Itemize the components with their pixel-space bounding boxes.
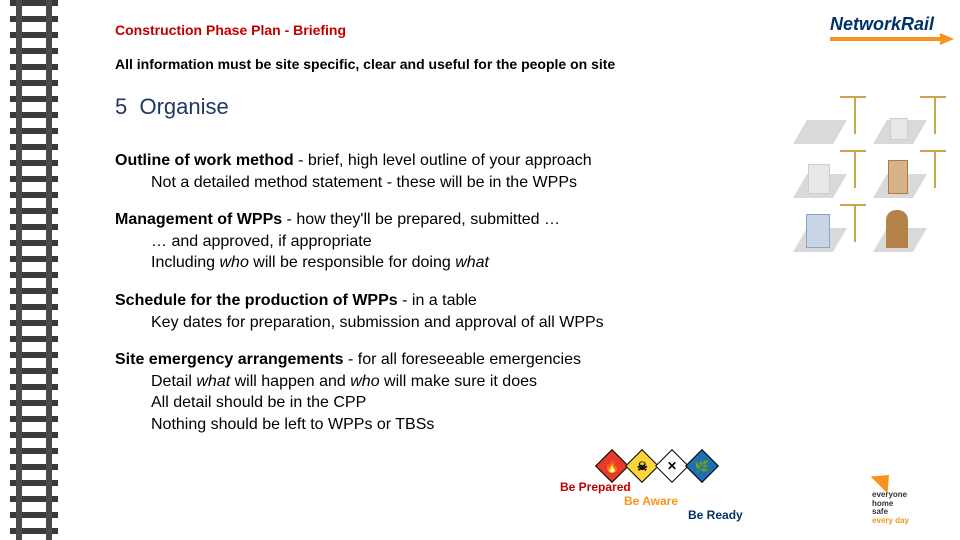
stage-icon-2 — [880, 100, 932, 144]
be-prepared-block: 🔥 ☠ ✕ 🌿 Be Prepared Be Aware Be Ready — [560, 454, 840, 522]
construction-stages-graphic — [800, 100, 940, 252]
bullet-site-emergency: Site emergency arrangements - for all fo… — [115, 349, 775, 435]
everyone-home-safe-logo: everyone home safe every day — [872, 473, 942, 526]
stage-icon-5 — [800, 208, 852, 252]
hazard-icons-row: 🔥 ☠ ✕ 🌿 — [600, 454, 840, 478]
b1-rest: - brief, high level outline of your appr… — [294, 152, 592, 169]
b4-sub1: Detail what will happen and who will mak… — [151, 371, 775, 393]
railway-track-decoration — [10, 0, 58, 540]
stage-icon-1 — [800, 100, 852, 144]
logo-word-network: Network — [830, 14, 901, 34]
be-ready-text: Be Ready — [688, 508, 840, 522]
bullet-outline-work-method: Outline of work method - brief, high lev… — [115, 150, 775, 193]
ehs-line4: every day — [872, 517, 942, 526]
b4-lead: Site emergency arrangements — [115, 351, 344, 368]
be-aware-text: Be Aware — [624, 494, 840, 508]
stage-icon-6 — [880, 208, 932, 252]
stage-icon-3 — [800, 154, 852, 198]
b1-lead: Outline of work method — [115, 152, 294, 169]
b4-sub2: All detail should be in the CPP — [151, 392, 775, 414]
subtitle: All information must be site specific, c… — [115, 56, 775, 72]
hazard-harmful-icon: ✕ — [655, 449, 689, 483]
b2-rest: - how they'll be prepared, submitted … — [282, 211, 560, 228]
bullet-management-wpps: Management of WPPs - how they'll be prep… — [115, 209, 775, 274]
section-heading: 5 Organise — [115, 94, 775, 120]
stage-icon-4 — [880, 154, 932, 198]
section-number: 5 — [115, 94, 127, 119]
hazard-toxic-icon: ☠ — [625, 449, 659, 483]
b3-lead: Schedule for the production of WPPs — [115, 292, 398, 309]
section-label: Organise — [139, 94, 228, 119]
rail-left — [16, 0, 22, 540]
logo-word-rail: Rail — [901, 14, 934, 34]
rail-right — [46, 0, 52, 540]
bullet-schedule-wpps: Schedule for the production of WPPs - in… — [115, 290, 775, 333]
b3-sub1: Key dates for preparation, submission an… — [151, 312, 775, 334]
b1-sub1: Not a detailed method statement - these … — [151, 172, 775, 194]
network-rail-logo: NetworkRail — [830, 14, 940, 41]
b4-sub3: Nothing should be left to WPPs or TBSs — [151, 414, 775, 436]
logo-underline-icon — [830, 37, 940, 41]
body-text: Outline of work method - brief, high lev… — [115, 150, 775, 436]
slide-content: Construction Phase Plan - Briefing All i… — [115, 22, 775, 452]
b4-rest: - for all foreseeable emergencies — [344, 351, 581, 368]
b2-lead: Management of WPPs — [115, 211, 282, 228]
b2-sub2: Including who will be responsible for do… — [151, 252, 775, 274]
hazard-flammable-icon: 🔥 — [595, 449, 629, 483]
hazard-environment-icon: 🌿 — [685, 449, 719, 483]
document-title: Construction Phase Plan - Briefing — [115, 22, 775, 38]
b3-rest: - in a table — [398, 292, 477, 309]
b2-sub1: … and approved, if appropriate — [151, 231, 775, 253]
be-prepared-text: Be Prepared — [560, 480, 840, 494]
